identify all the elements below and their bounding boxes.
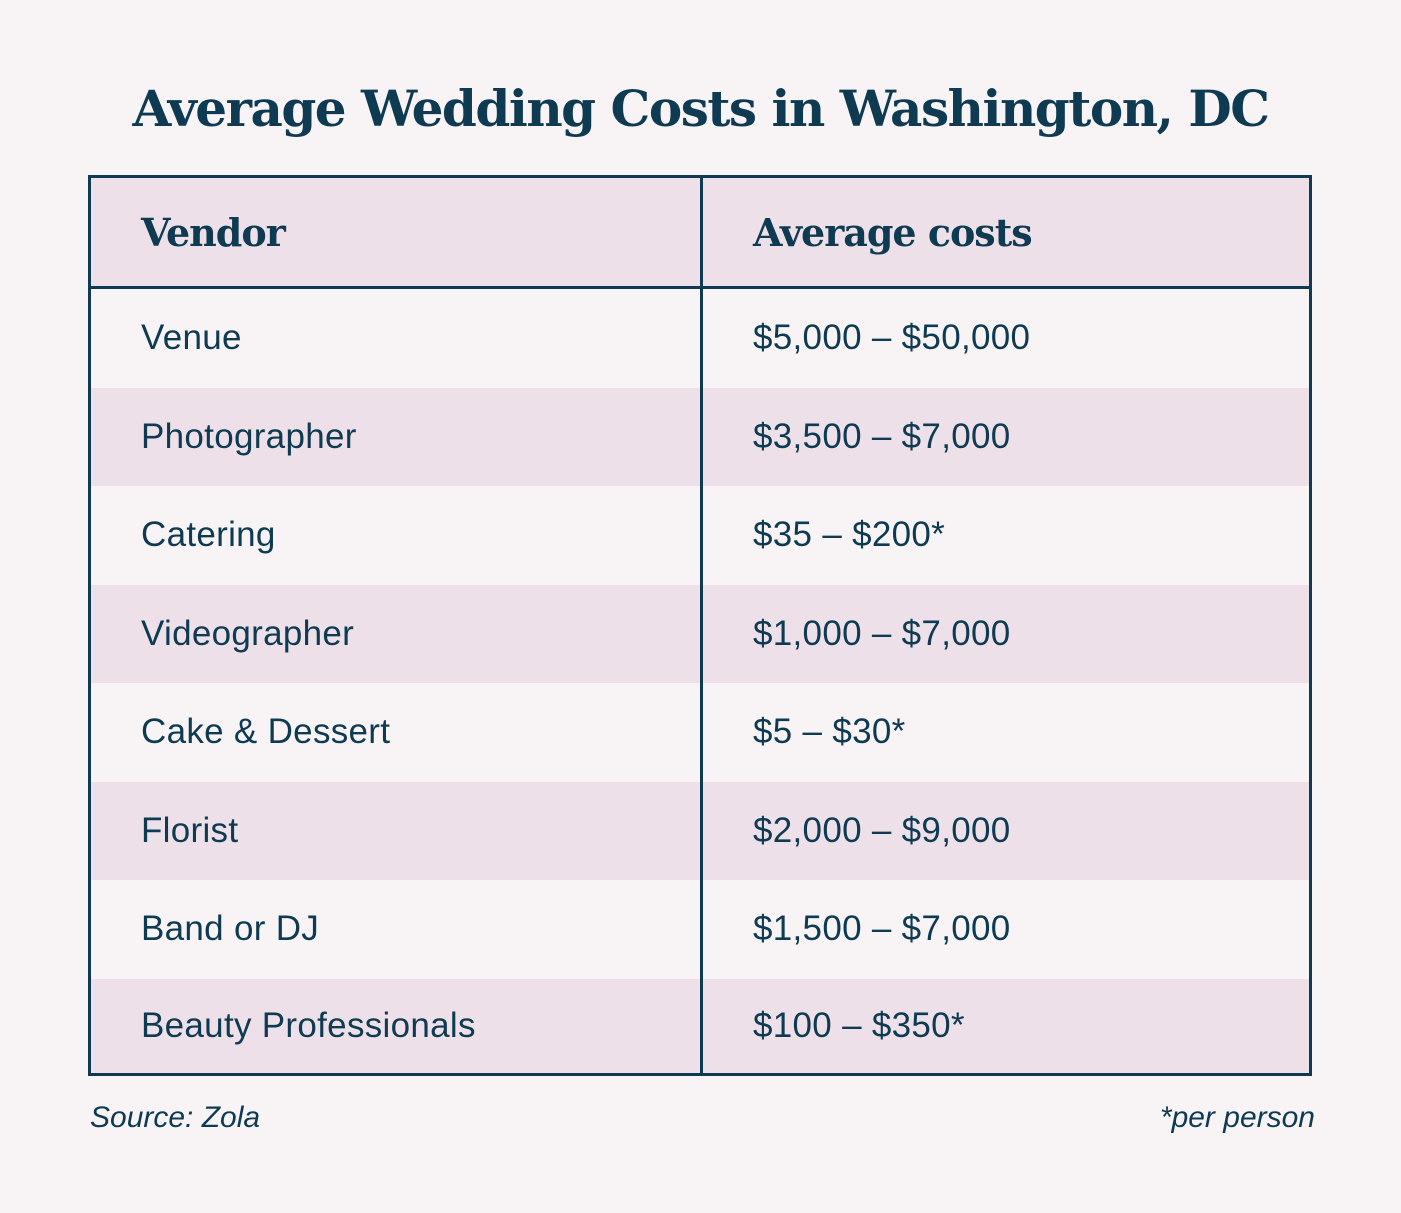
- cost-cell: $1,500 – $7,000: [753, 909, 1011, 949]
- cost-cell: $5 – $30*: [753, 712, 906, 752]
- vendor-cell: Catering: [141, 515, 276, 555]
- cost-cell: $3,500 – $7,000: [753, 416, 1011, 456]
- vendor-cell: Beauty Professionals: [141, 1005, 476, 1045]
- vendor-cell: Cake & Dessert: [141, 712, 391, 752]
- cost-table: Vendor Average costs Venue $5,000 – $50,…: [88, 175, 1312, 1076]
- column-divider: [700, 178, 703, 1073]
- vendor-cell: Videographer: [141, 613, 355, 653]
- column-header-cost: Average costs: [753, 209, 1033, 255]
- cost-cell: $2,000 – $9,000: [753, 810, 1011, 850]
- per-person-note: *per person: [1159, 1101, 1315, 1134]
- page-title: Average Wedding Costs in Washington, DC: [132, 79, 1270, 138]
- vendor-cell: Band or DJ: [141, 909, 320, 949]
- cost-cell: $5,000 – $50,000: [753, 318, 1031, 358]
- vendor-cell: Venue: [141, 318, 242, 358]
- cost-cell: $1,000 – $7,000: [753, 613, 1011, 653]
- vendor-cell: Florist: [141, 810, 239, 850]
- column-header-vendor: Vendor: [141, 209, 286, 255]
- cost-cell: $100 – $350*: [753, 1005, 965, 1045]
- cost-cell: $35 – $200*: [753, 515, 946, 555]
- vendor-cell: Photographer: [141, 416, 357, 456]
- source-note: Source: Zola: [90, 1101, 261, 1134]
